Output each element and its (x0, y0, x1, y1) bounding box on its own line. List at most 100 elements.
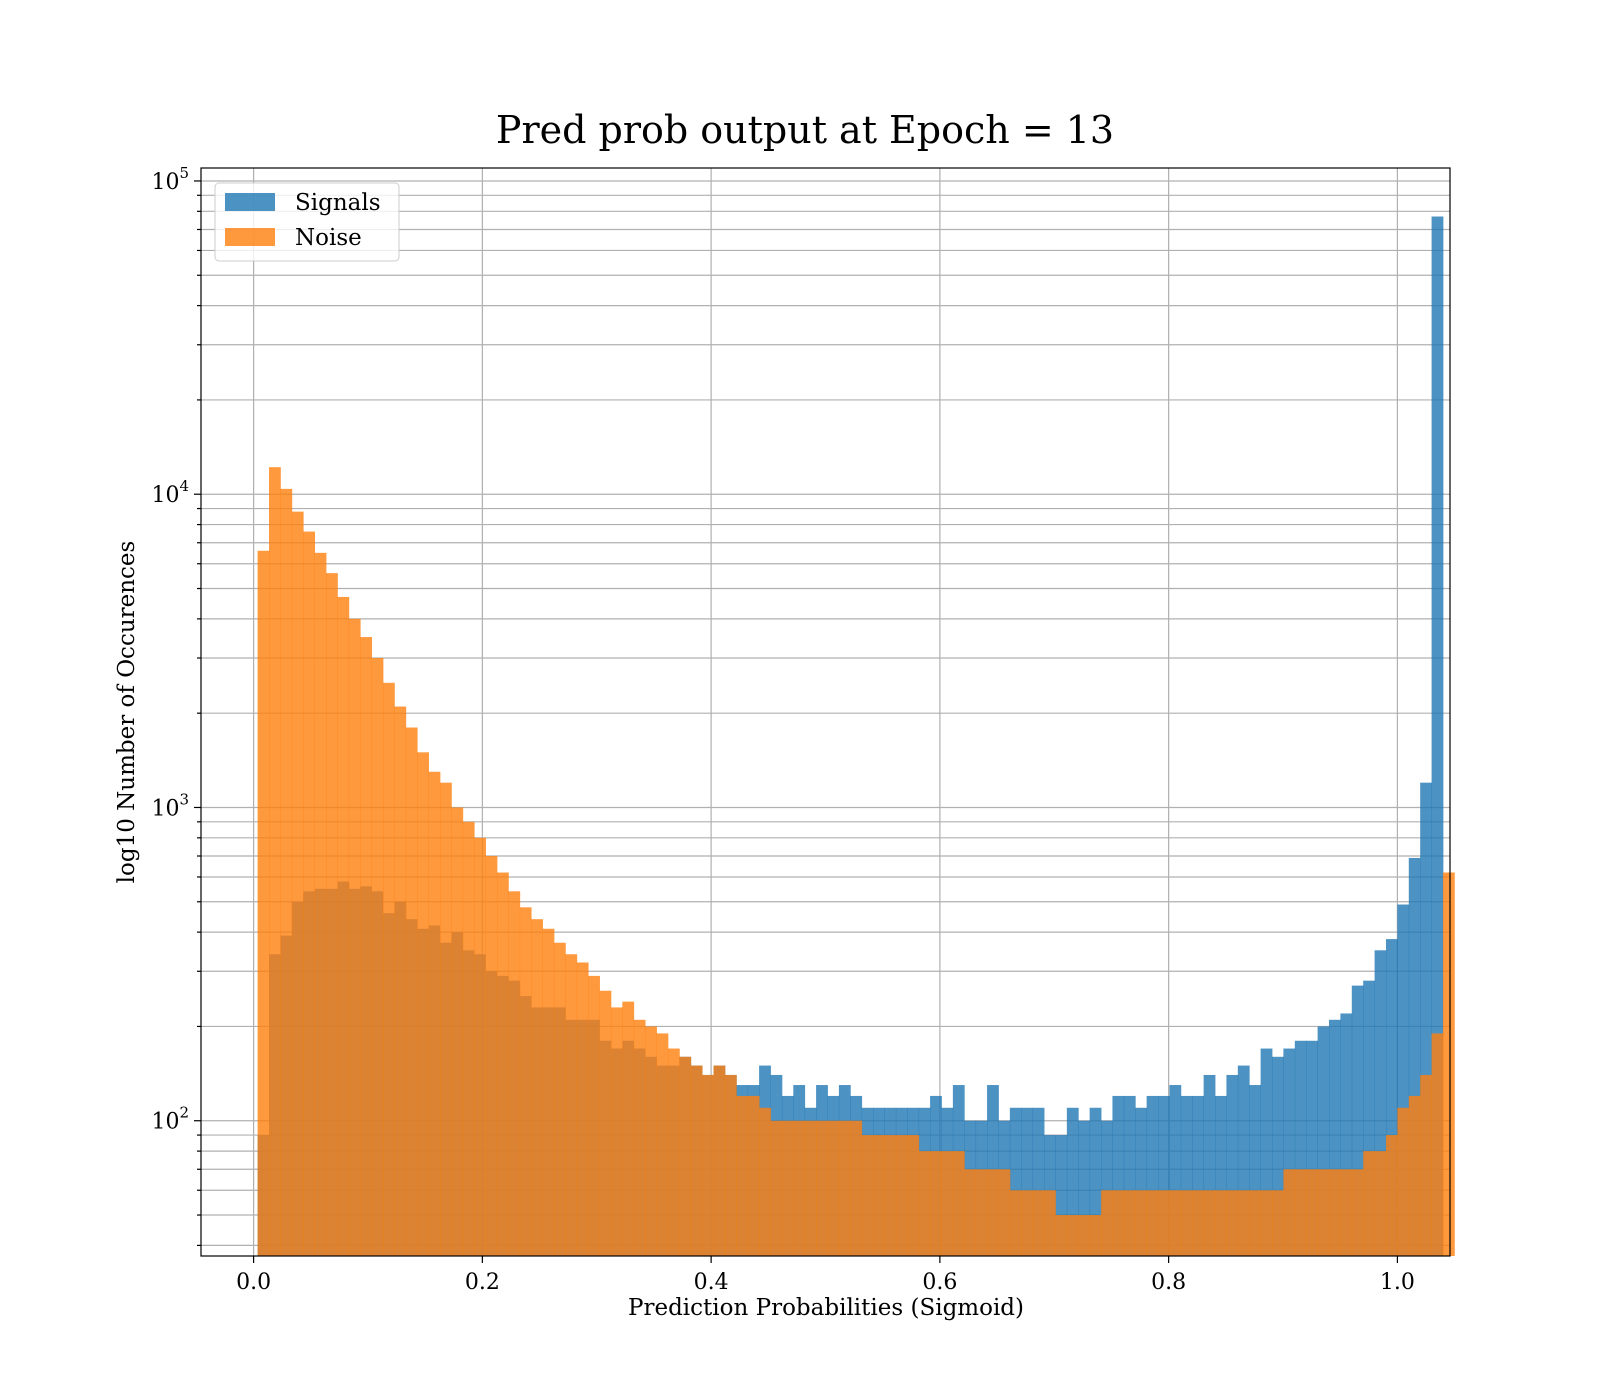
bar-signals (1283, 1048, 1296, 1256)
bar-noise (348, 618, 361, 1256)
bar-noise (291, 511, 304, 1256)
bar-noise (838, 1120, 851, 1256)
bar-noise (1180, 1190, 1193, 1256)
bar-noise (736, 1095, 749, 1256)
y-tick-label: 104 (151, 477, 189, 508)
bar-noise (1078, 1215, 1091, 1256)
bar-noise (930, 1151, 942, 1256)
bar-noise (1123, 1190, 1136, 1256)
bar-noise (1021, 1190, 1034, 1256)
bar-noise (1158, 1190, 1170, 1256)
x-tick-label: 0.4 (694, 1270, 729, 1295)
bar-noise (1260, 1190, 1273, 1256)
bar-noise (793, 1120, 806, 1256)
bar-noise (667, 1048, 680, 1256)
bar-noise (656, 1033, 669, 1256)
bar-noise (519, 907, 532, 1256)
bar-noise (314, 552, 327, 1256)
bar-noise (428, 771, 441, 1256)
bar-noise (1101, 1190, 1113, 1256)
bar-noise (679, 1056, 692, 1256)
bar-noise (1249, 1190, 1262, 1256)
bar-noise (1431, 1033, 1444, 1256)
bar-noise (895, 1135, 908, 1256)
bar-noise (610, 1007, 623, 1256)
legend-swatch-noise (225, 228, 275, 246)
bar-signals (1226, 1074, 1239, 1256)
legend: Signals Noise (214, 182, 400, 262)
bar-noise (1169, 1190, 1182, 1256)
bar-signals (1066, 1107, 1079, 1256)
bar-signals (1408, 857, 1421, 1256)
bar-noise (645, 1026, 657, 1256)
bar-noise (690, 1065, 703, 1256)
bar-noise (382, 682, 395, 1256)
bar-noise (952, 1151, 965, 1256)
bar-noise (816, 1120, 828, 1256)
bar-noise (337, 596, 350, 1256)
bar-signals (1351, 985, 1364, 1256)
bar-noise (405, 727, 418, 1256)
bar-noise (987, 1169, 999, 1256)
bar-signals (1385, 939, 1398, 1256)
bar-signals (1055, 1135, 1068, 1256)
bar-noise (873, 1135, 885, 1256)
bar-signals (1158, 1095, 1170, 1256)
bar-noise (417, 752, 429, 1256)
chart-title: Pred prob output at Epoch = 13 (496, 108, 1114, 152)
bar-noise (998, 1169, 1011, 1256)
bar-signals (1306, 1040, 1319, 1256)
bar-signals (1363, 980, 1375, 1256)
histogram-bars (257, 216, 1455, 1257)
bar-signals (1431, 216, 1444, 1257)
bar-noise (1135, 1190, 1148, 1256)
bar-noise (1385, 1135, 1398, 1256)
bar-noise (1351, 1169, 1364, 1256)
bar-signals (1420, 782, 1432, 1256)
bar-noise (1146, 1190, 1159, 1256)
bar-noise (485, 856, 498, 1256)
bar-noise (724, 1074, 737, 1256)
bar-noise (326, 573, 338, 1256)
bar-noise (1066, 1215, 1079, 1256)
bar-signals (1089, 1107, 1102, 1256)
legend-label-signals: Signals (295, 190, 381, 216)
bar-noise (451, 807, 464, 1256)
bar-noise (781, 1120, 794, 1256)
bar-noise (770, 1120, 783, 1256)
bar-noise (371, 658, 384, 1256)
bar-signals (1203, 1074, 1216, 1256)
bar-signals (1009, 1107, 1022, 1256)
bar-noise (1215, 1190, 1227, 1256)
bar-noise (804, 1120, 817, 1256)
bar-noise (850, 1120, 863, 1256)
bar-noise (1442, 872, 1455, 1256)
bar-noise (1363, 1151, 1375, 1256)
bar-signals (1260, 1048, 1273, 1256)
bar-noise (1397, 1107, 1410, 1256)
bar-noise (964, 1169, 977, 1256)
bar-signals (1112, 1095, 1125, 1256)
bar-signals (1021, 1107, 1034, 1256)
bar-noise (941, 1151, 954, 1256)
bar-noise (1408, 1095, 1421, 1256)
legend-label-noise: Noise (295, 225, 362, 251)
series-noise (257, 467, 1455, 1256)
bar-noise (576, 962, 589, 1256)
bar-signals (1237, 1065, 1250, 1256)
y-tick-label: 102 (151, 1104, 189, 1135)
bar-noise (439, 782, 452, 1256)
bar-noise (1272, 1190, 1284, 1256)
bar-noise (360, 637, 372, 1256)
x-tick-label: 0.8 (1151, 1270, 1186, 1295)
bar-noise (1374, 1151, 1387, 1256)
bar-noise (622, 1001, 635, 1256)
bar-signals (1032, 1107, 1045, 1256)
bar-signals (1123, 1095, 1136, 1256)
bar-noise (918, 1151, 931, 1256)
bar-noise (599, 990, 612, 1256)
bar-noise (1226, 1190, 1239, 1256)
x-axis-label: Prediction Probabilities (Sigmoid) (628, 1295, 1024, 1321)
plot-frame (200, 167, 1451, 1257)
